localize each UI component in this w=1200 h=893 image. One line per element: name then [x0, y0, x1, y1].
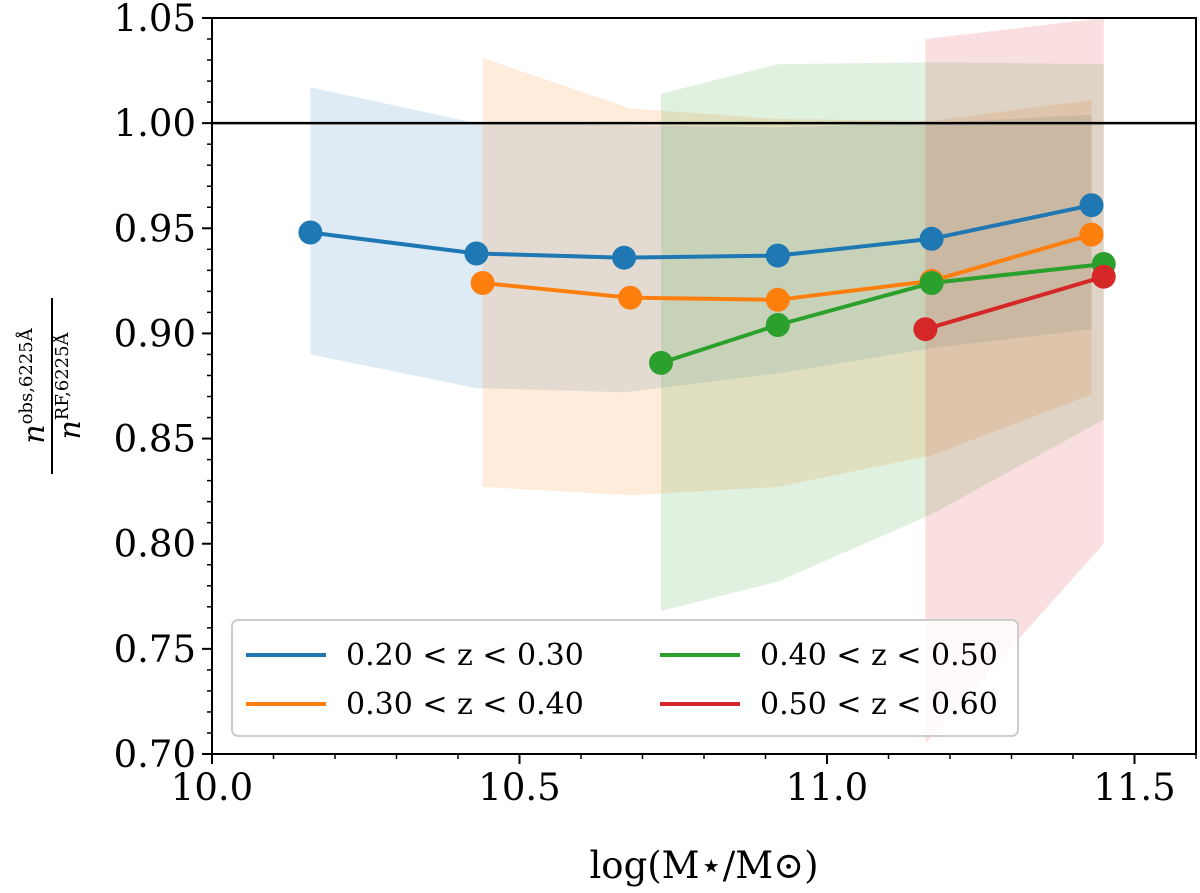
point-series-3-0: [913, 317, 938, 342]
point-series-1-0: [470, 271, 495, 295]
y-label-num-base: n: [17, 424, 52, 443]
legend-label-0: 0.20 < z < 0.30: [346, 638, 584, 673]
y-label-denominator: nRF,6225Å: [51, 331, 88, 439]
ytick-label: 0.95: [114, 207, 196, 250]
xtick-label: 10.0: [171, 766, 253, 809]
point-series-1-1: [618, 285, 643, 310]
ytick-label: 0.90: [114, 312, 196, 355]
point-series-0-4: [919, 226, 944, 251]
point-series-2-2: [919, 271, 944, 295]
y-label-den-sup: RF,6225Å: [51, 331, 73, 420]
band-series-1: [482, 58, 1092, 496]
y-label-numerator: nobs,6225Å: [15, 327, 52, 443]
y-label-den-base: n: [53, 420, 88, 439]
legend-label-1: 0.30 < z < 0.40: [346, 687, 584, 722]
x-axis-label: log(M⋆/M⊙): [589, 844, 818, 887]
x-axis-ticks: 10.0 10.5 11.0 11.5: [171, 754, 1197, 809]
point-series-2-1: [765, 313, 790, 337]
band-series-2: [661, 62, 1104, 611]
legend-box: [231, 619, 1019, 737]
point-series-0-2: [612, 245, 637, 270]
y-axis-ticks: 0.70 0.75 0.80 0.85 0.90 0.95 1.00 1.05: [114, 0, 212, 776]
ytick-label: 1.05: [114, 0, 196, 40]
legend-label-3: 0.50 < z < 0.60: [760, 687, 998, 722]
band-series-0: [310, 87, 1092, 393]
point-series-0-1: [464, 241, 489, 266]
point-series-0-3: [765, 243, 790, 268]
ytick-label: 1.00: [114, 102, 196, 145]
ytick-label: 0.75: [114, 628, 196, 671]
series-points: [298, 193, 1116, 375]
line-series-3: [924, 274, 1105, 332]
point-series-3-1: [1091, 264, 1116, 289]
point-series-1-4: [1079, 222, 1104, 247]
y-axis-label: nobs,6225Å nRF,6225Å: [15, 298, 88, 474]
point-series-2-0: [649, 350, 673, 375]
point-series-0-0: [298, 220, 323, 245]
point-series-0-5: [1079, 193, 1104, 218]
xtick-label: 11.0: [786, 766, 868, 809]
ytick-label: 0.85: [114, 418, 196, 461]
xtick-label: 10.5: [478, 766, 560, 809]
line-series-0: [310, 203, 1092, 260]
line-series-2: [660, 262, 1104, 365]
xtick-label: 11.5: [1093, 766, 1175, 809]
band-series-3: [925, 18, 1104, 744]
ytick-label: 0.80: [114, 523, 196, 566]
legend: 0.20 < z < 0.30 0.30 < z < 0.40 0.40 < z <…: [231, 619, 1019, 737]
uncertainty-bands: [310, 18, 1104, 744]
ytick-label: 0.70: [114, 733, 196, 776]
y-label-num-sup: obs,6225Å: [15, 327, 37, 424]
point-series-1-2: [765, 287, 790, 312]
legend-label-2: 0.40 < z < 0.50: [760, 638, 998, 673]
